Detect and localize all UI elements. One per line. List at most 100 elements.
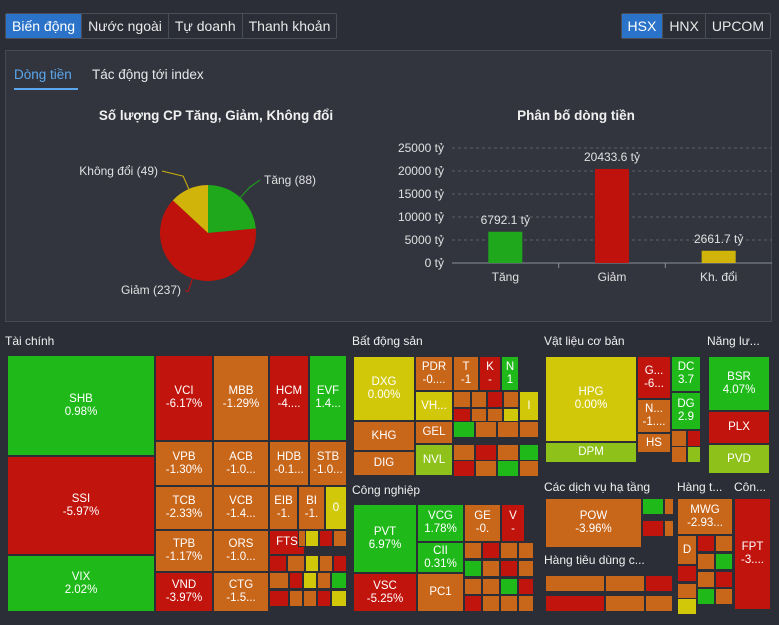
treemap-tile[interactable]: MWG -2.93... (677, 498, 733, 535)
treemap-tile[interactable]: GE -0. (464, 504, 501, 542)
treemap-tile[interactable]: DIG (353, 451, 415, 476)
treemap-tile[interactable]: PVD (708, 444, 770, 474)
treemap-tile[interactable]: VSC -5.25% (353, 573, 417, 612)
treemap-small-tile[interactable] (317, 590, 331, 607)
treemap-small-tile[interactable] (471, 391, 487, 408)
treemap-small-tile[interactable] (475, 460, 497, 477)
treemap-tile[interactable]: DXG 0.00% (353, 356, 415, 421)
tab-hnx[interactable]: HNX (663, 14, 706, 38)
treemap-tile[interactable]: N... -1.... (637, 399, 671, 433)
treemap-small-tile[interactable] (464, 595, 482, 612)
treemap-small-tile[interactable] (333, 555, 347, 572)
treemap-small-tile[interactable] (305, 555, 319, 572)
treemap-small-tile[interactable] (317, 572, 331, 589)
treemap-small-tile[interactable] (482, 578, 500, 595)
treemap-small-tile[interactable] (453, 391, 471, 408)
treemap-tile[interactable]: NVL (415, 444, 453, 476)
treemap-small-tile[interactable] (305, 530, 319, 547)
treemap-small-tile[interactable] (464, 578, 482, 595)
treemap-small-tile[interactable] (500, 560, 518, 577)
treemap-tile[interactable]: ORS -1.0... (213, 530, 269, 572)
treemap-small-tile[interactable] (503, 391, 519, 408)
treemap-small-tile[interactable] (303, 572, 317, 589)
treemap-small-tile[interactable] (287, 555, 305, 572)
treemap-tile[interactable]: K- (479, 356, 501, 391)
treemap-small-tile[interactable] (677, 598, 697, 615)
treemap-small-tile[interactable] (289, 590, 303, 607)
treemap-tile[interactable]: DC 3.7 (671, 356, 701, 392)
treemap-small-tile[interactable] (697, 535, 715, 552)
treemap-tile[interactable]: T -1 (453, 356, 479, 391)
treemap-small-tile[interactable] (677, 565, 697, 582)
treemap-tile[interactable]: VCI -6.17% (155, 355, 213, 441)
treemap-small-tile[interactable] (500, 578, 518, 595)
treemap-small-tile[interactable] (715, 588, 733, 605)
treemap-tile[interactable]: TCB -2.33% (155, 486, 213, 530)
treemap-small-tile[interactable] (697, 571, 715, 588)
treemap-small-tile[interactable] (697, 588, 715, 605)
treemap-tile[interactable]: PDR -0.... (415, 356, 453, 391)
treemap-tile[interactable]: PLX (708, 411, 770, 444)
treemap-small-tile[interactable] (664, 520, 674, 537)
treemap-small-tile[interactable] (497, 460, 519, 477)
treemap-tile[interactable]: POW -3.96% (545, 498, 642, 548)
treemap-tile[interactable]: MBB -1.29% (213, 355, 269, 441)
treemap-small-tile[interactable] (453, 444, 475, 461)
treemap-tile[interactable]: KHG (353, 421, 415, 451)
treemap-small-tile[interactable] (715, 535, 733, 552)
treemap-tile[interactable]: HS (637, 433, 671, 453)
treemap-small-tile[interactable] (518, 542, 534, 559)
tab-tu-doanh[interactable]: Tự doanh (169, 14, 243, 38)
treemap-small-tile[interactable] (645, 575, 673, 592)
treemap-tile[interactable]: STB -1.0... (309, 441, 347, 486)
treemap-tile[interactable]: PC1 (417, 573, 464, 612)
treemap-tile[interactable]: DPM (545, 442, 637, 463)
treemap-small-tile[interactable] (453, 460, 475, 477)
treemap-small-tile[interactable] (697, 553, 715, 570)
treemap-tile[interactable]: VPB -1.30% (155, 441, 213, 486)
treemap-small-tile[interactable] (664, 498, 674, 515)
tab-nuoc-ngoai[interactable]: Nước ngoài (82, 14, 169, 38)
treemap-tile[interactable]: CII 0.31% (417, 542, 464, 573)
treemap-small-tile[interactable] (482, 542, 500, 559)
treemap-small-tile[interactable] (605, 575, 645, 592)
treemap-tile[interactable]: 0 (325, 486, 347, 530)
treemap-small-tile[interactable] (482, 595, 500, 612)
treemap-tile[interactable]: HDB -0.1... (269, 441, 309, 486)
treemap-tile[interactable]: DG 2.9 (671, 392, 701, 430)
treemap-tile[interactable]: ACB -1.0... (213, 441, 269, 486)
treemap-tile[interactable]: EVF 1.4... (309, 355, 347, 441)
treemap-small-tile[interactable] (518, 578, 534, 595)
subtab-dong-tien[interactable]: Dòng tiền (14, 67, 72, 82)
treemap-small-tile[interactable] (545, 575, 605, 592)
treemap-tile[interactable]: SHB 0.98% (7, 355, 155, 456)
treemap-small-tile[interactable] (333, 530, 347, 547)
treemap-small-tile[interactable] (605, 595, 645, 612)
tab-bien-dong[interactable]: Biến động (6, 14, 83, 38)
treemap-small-tile[interactable] (715, 571, 733, 588)
treemap-small-tile[interactable] (269, 555, 287, 572)
treemap-small-tile[interactable] (642, 498, 664, 515)
treemap-tile[interactable]: HCM -4.... (269, 355, 309, 441)
treemap-small-tile[interactable] (497, 444, 519, 461)
treemap-small-tile[interactable] (269, 572, 289, 589)
treemap-small-tile[interactable] (500, 542, 518, 559)
tab-hsx[interactable]: HSX (621, 14, 664, 38)
treemap-tile[interactable]: BI -1. (298, 486, 325, 530)
treemap-small-tile[interactable] (319, 555, 333, 572)
treemap-small-tile[interactable] (715, 553, 733, 570)
treemap-tile[interactable]: EIB -1. (269, 486, 298, 530)
treemap-small-tile[interactable] (482, 560, 500, 577)
treemap-small-tile[interactable] (289, 572, 303, 589)
treemap-small-tile[interactable] (319, 530, 333, 547)
treemap-small-tile[interactable] (331, 590, 347, 607)
treemap-small-tile[interactable] (475, 444, 497, 461)
treemap-tile[interactable]: VND -3.97% (155, 572, 213, 612)
treemap-tile[interactable]: FPT -3.... (734, 498, 771, 610)
tab-thanh-khoan[interactable]: Thanh khoản (248, 18, 331, 34)
treemap-tile[interactable]: TPB -1.17% (155, 530, 213, 572)
treemap-small-tile[interactable] (671, 446, 687, 463)
treemap-small-tile[interactable] (642, 520, 664, 537)
treemap-small-tile[interactable] (331, 572, 347, 589)
